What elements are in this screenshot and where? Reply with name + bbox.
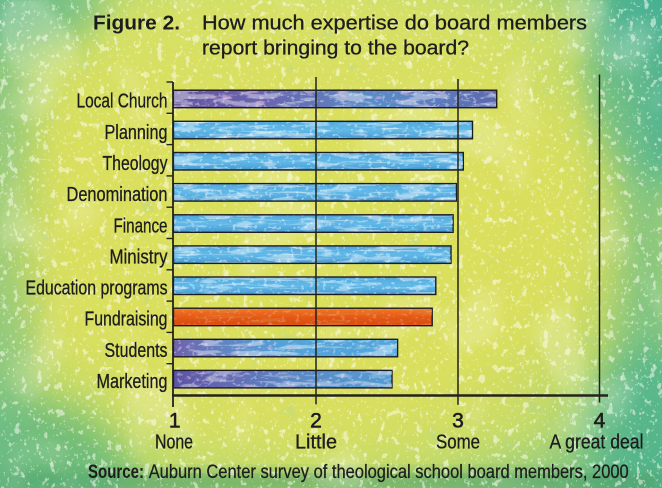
svg-text:Fundraising: Fundraising [85, 309, 168, 331]
svg-text:Denomination: Denomination [67, 184, 168, 206]
svg-text:2: 2 [310, 410, 322, 433]
svg-text:3: 3 [452, 410, 464, 433]
svg-text:Local Church: Local Church [77, 91, 168, 113]
svg-text:1: 1 [169, 410, 181, 433]
svg-text:Marketing: Marketing [97, 371, 168, 393]
svg-text:Planning: Planning [105, 122, 168, 144]
svg-text:Students: Students [105, 340, 168, 362]
svg-text:Auburn Center survey of theolo: Auburn Center survey of theological scho… [149, 462, 629, 483]
svg-text:Little: Little [295, 431, 337, 453]
svg-text:Finance: Finance [114, 215, 168, 237]
svg-text:Source:: Source: [88, 462, 144, 483]
svg-text:report bringing to the board?: report bringing to the board? [202, 38, 469, 60]
svg-text:Education programs: Education programs [26, 278, 168, 300]
svg-text:None: None [155, 431, 193, 453]
svg-text:Figure 2.: Figure 2. [93, 13, 180, 35]
svg-text:Ministry: Ministry [110, 246, 168, 268]
svg-text:How much expertise do board me: How much expertise do board members [202, 13, 587, 35]
svg-text:Theology: Theology [103, 153, 168, 175]
svg-text:Some: Some [436, 431, 480, 453]
svg-text:4: 4 [594, 410, 606, 433]
svg-text:A great deal: A great deal [550, 431, 644, 453]
